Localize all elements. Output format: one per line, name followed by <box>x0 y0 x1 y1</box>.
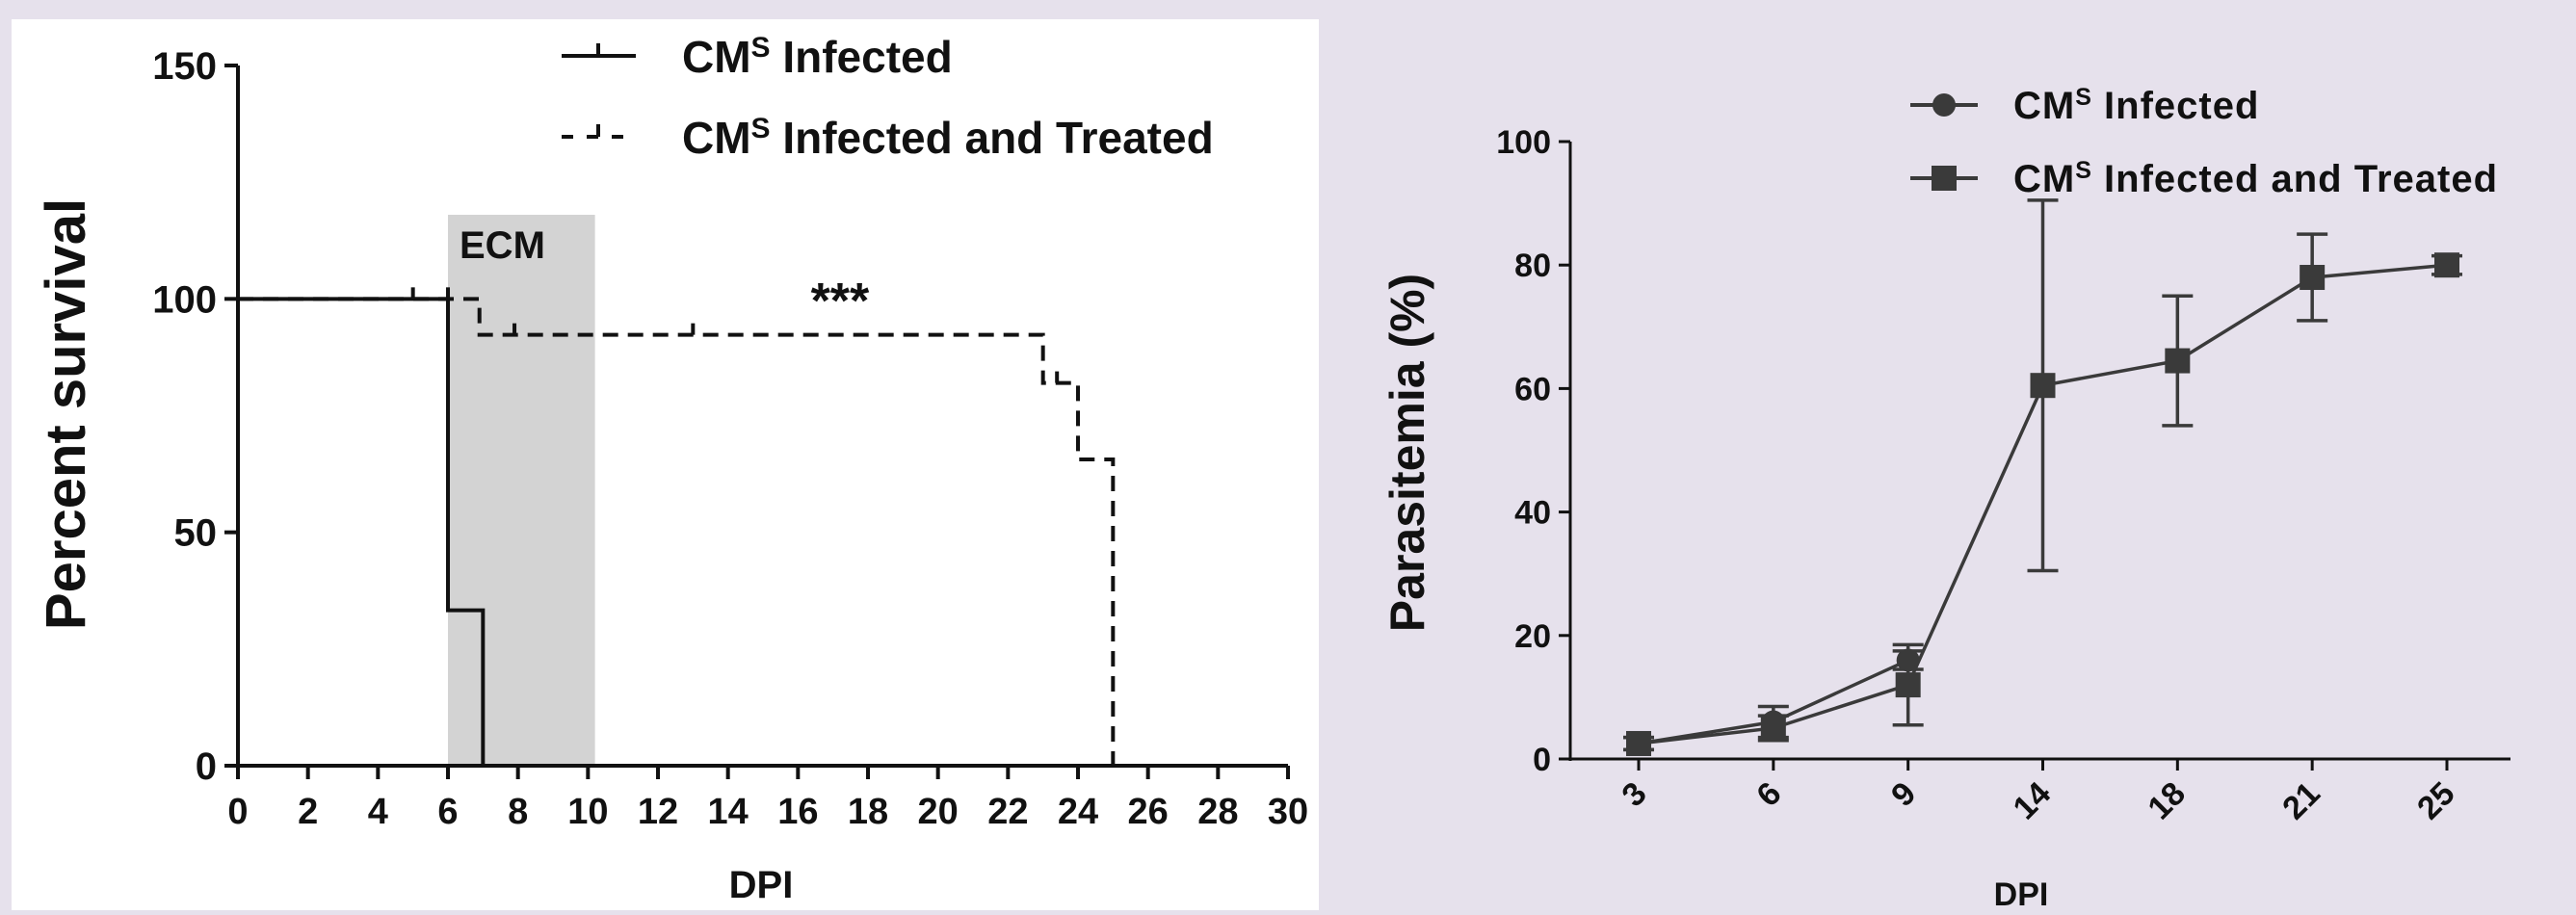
legend-label-infected-rest: Infected <box>771 32 953 82</box>
legend-label-infected: CMS Infected <box>682 32 953 82</box>
x-tick-label: 3 <box>1615 775 1653 814</box>
x-tick-label: 22 <box>987 792 1028 832</box>
x-tick-label: 0 <box>227 792 248 832</box>
x-tick-label: 2 <box>298 792 318 832</box>
y-tick-label: 60 <box>1514 371 1551 407</box>
y-tick-label: 0 <box>1533 742 1551 778</box>
legend-label-infected: CMS Infected <box>2013 84 2259 127</box>
y-tick-label: 80 <box>1514 248 1551 284</box>
legend-label-infected-sup: S <box>2075 84 2092 111</box>
survival-line-infected <box>238 297 486 766</box>
legend-label-treated-rest: Infected and Treated <box>2092 158 2498 200</box>
legend-label-treated-main: CM <box>682 113 751 163</box>
survival-line-treated <box>238 297 1116 766</box>
legend-label-treated-rest: Infected and Treated <box>771 113 1214 163</box>
legend-label-infected-sup: S <box>751 32 771 64</box>
x-tick-label: 18 <box>2141 775 2193 827</box>
x-tick-label: 20 <box>918 792 959 832</box>
x-tick-label: 28 <box>1197 792 1238 832</box>
legend-marker-treated <box>1932 166 1957 191</box>
legend-label-treated: CMS Infected and Treated <box>682 113 1214 163</box>
y-tick-label: 100 <box>152 278 217 321</box>
legend-label-infected-main: CM <box>682 32 751 82</box>
x-tick-label: 24 <box>1058 792 1098 832</box>
x-tick-label: 18 <box>848 792 888 832</box>
x-tick-label: 30 <box>1268 792 1308 832</box>
data-point-treated <box>2030 373 2056 399</box>
parasitemia-panel: 0 20 40 60 80 100 3 6 9 14 18 21 25 DPI Parasitemia (%… <box>1380 84 2510 913</box>
legend-label-treated: CMS Infected and Treated <box>2013 157 2498 200</box>
x-tick-label: 14 <box>708 792 749 832</box>
x-tick-label: 9 <box>1884 775 1923 814</box>
data-point-treated <box>2165 348 2191 374</box>
x-axis-label: DPI <box>1994 876 2049 910</box>
data-point-treated <box>2300 265 2326 291</box>
x-tick-label: 8 <box>508 792 528 832</box>
data-point-treated <box>1895 672 1921 698</box>
x-tick-label: 26 <box>1128 792 1169 832</box>
x-tick-label: 21 <box>2275 775 2327 827</box>
legend-label-treated-main: CM <box>2013 158 2075 200</box>
y-axis-label: Percent survival <box>35 198 97 630</box>
ecm-label: ECM <box>460 224 545 267</box>
x-tick-label: 4 <box>368 792 388 832</box>
survival-panel-background <box>12 19 1319 910</box>
legend-label-treated-sup: S <box>2075 157 2092 184</box>
y-tick-label: 0 <box>196 745 217 788</box>
data-point-treated <box>2434 252 2459 278</box>
legend-label-infected-main: CM <box>2013 85 2075 127</box>
y-axis-label: Parasitemia (%) <box>1380 274 1434 632</box>
legend-label-infected-rest: Infected <box>2092 85 2259 127</box>
y-tick-label: 150 <box>152 45 217 88</box>
y-tick-label: 40 <box>1514 495 1551 532</box>
x-tick-label: 6 <box>1749 775 1788 814</box>
x-tick-label: 16 <box>777 792 818 832</box>
data-point-treated <box>1760 715 1786 741</box>
legend-label-treated-sup: S <box>751 113 771 144</box>
legend-marker-infected <box>1932 93 1956 117</box>
x-tick-label: 25 <box>2410 775 2462 827</box>
y-tick-label: 20 <box>1514 618 1551 655</box>
ecm-shaded-region <box>448 215 595 766</box>
x-tick-label: 10 <box>567 792 608 832</box>
significance-stars: *** <box>811 274 870 329</box>
x-tick-label: 12 <box>638 792 678 832</box>
y-tick-label: 100 <box>1496 124 1551 161</box>
x-tick-label: 14 <box>2007 775 2059 827</box>
data-point-treated <box>1626 730 1651 756</box>
y-tick-label: 50 <box>174 512 218 555</box>
x-axis-label: DPI <box>729 864 794 906</box>
x-tick-label: 6 <box>437 792 458 832</box>
